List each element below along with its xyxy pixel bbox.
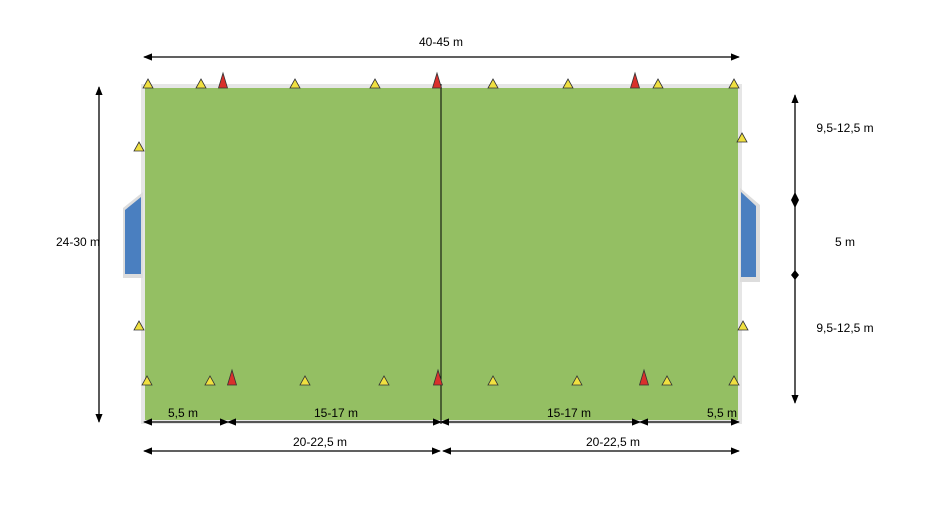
red-cone (432, 368, 444, 386)
dimension-label: 15-17 m (547, 406, 591, 420)
yellow-cone (487, 375, 499, 386)
yellow-cone (571, 375, 583, 386)
red-cone (431, 71, 443, 89)
red-cone (217, 71, 229, 89)
dimension-label: 15-17 m (314, 406, 358, 420)
red-cone (629, 71, 641, 89)
right-goal (741, 192, 756, 277)
left-goal (125, 197, 141, 274)
dimension-label: 24-30 m (56, 235, 100, 249)
yellow-cone (378, 375, 390, 386)
yellow-cone (728, 78, 740, 89)
divider (791, 270, 799, 280)
yellow-cone (737, 320, 749, 331)
yellow-cone (142, 78, 154, 89)
yellow-cone (289, 78, 301, 89)
yellow-cone (661, 375, 673, 386)
dimension-label: 20-22,5 m (293, 435, 347, 449)
yellow-cone (133, 320, 145, 331)
yellow-cone (369, 78, 381, 89)
red-cone (226, 368, 238, 386)
yellow-cone (204, 375, 216, 386)
yellow-cone (299, 375, 311, 386)
dimension-label: 40-45 m (419, 35, 463, 49)
dimension-label: 9,5-12,5 m (816, 121, 873, 135)
yellow-cone (195, 78, 207, 89)
yellow-cone (133, 141, 145, 152)
dimension-label: 20-22,5 m (586, 435, 640, 449)
cones (133, 71, 749, 386)
red-cone (638, 368, 650, 386)
dimension-label: 5,5 m (707, 406, 737, 420)
yellow-cone (728, 375, 740, 386)
dimension-label: 5,5 m (168, 406, 198, 420)
yellow-cone (487, 78, 499, 89)
divider (791, 192, 799, 208)
dimension-label: 9,5-12,5 m (816, 321, 873, 335)
yellow-cone (141, 375, 153, 386)
yellow-cone (652, 78, 664, 89)
yellow-cone (736, 132, 748, 143)
yellow-cone (562, 78, 574, 89)
dimension-label: 5 m (835, 235, 855, 249)
